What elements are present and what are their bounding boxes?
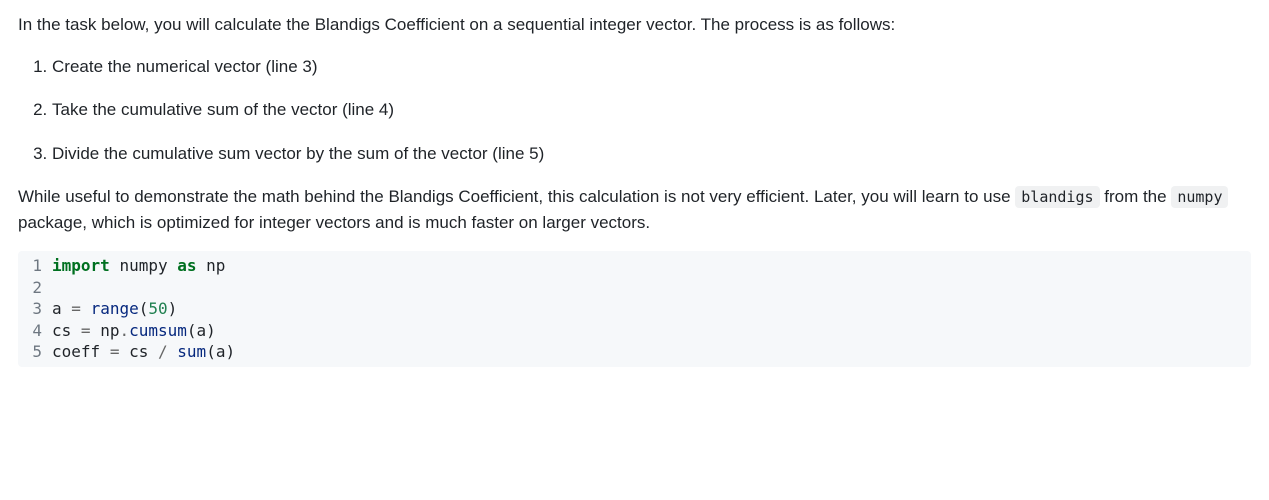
code-token-function: range (91, 298, 139, 320)
code-token-space (168, 341, 178, 363)
line-number: 2 (18, 277, 52, 299)
code-token-paren: ) (225, 341, 235, 363)
step-item: Create the numerical vector (line 3) (52, 54, 1251, 80)
code-token-operator: = (81, 320, 91, 342)
code-token-space (81, 298, 91, 320)
code-token-operator: / (158, 341, 168, 363)
code-token-operator: = (110, 341, 120, 363)
code-token-paren: ) (168, 298, 178, 320)
code-token-space (100, 341, 110, 363)
code-token-space (110, 255, 120, 277)
code-token-name: cs (129, 341, 148, 363)
step-item: Divide the cumulative sum vector by the … (52, 141, 1251, 167)
outro-paragraph: While useful to demonstrate the math beh… (18, 184, 1251, 235)
code-token-function: cumsum (129, 320, 187, 342)
step-item: Take the cumulative sum of the vector (l… (52, 97, 1251, 123)
code-token-space (71, 320, 81, 342)
code-block: 1 import numpy as np 2 3 a = range(50) 4… (18, 251, 1251, 367)
code-token-function: sum (177, 341, 206, 363)
code-token-operator: = (71, 298, 81, 320)
line-number: 5 (18, 341, 52, 363)
code-token-keyword: import (52, 255, 110, 277)
code-token-name: numpy (119, 255, 167, 277)
code-token-name: a (197, 320, 207, 342)
line-number: 3 (18, 298, 52, 320)
code-line: 4 cs = np.cumsum(a) (18, 320, 1251, 342)
code-token-space (91, 320, 101, 342)
intro-paragraph: In the task below, you will calculate th… (18, 12, 1251, 38)
outro-text: package, which is optimized for integer … (18, 213, 650, 232)
outro-text: from the (1100, 187, 1172, 206)
document-page: In the task below, you will calculate th… (0, 0, 1269, 385)
code-line: 5 coeff = cs / sum(a) (18, 341, 1251, 363)
inline-code-numpy: numpy (1171, 186, 1228, 208)
outro-text: While useful to demonstrate the math beh… (18, 187, 1015, 206)
code-token-name: cs (52, 320, 71, 342)
line-number: 1 (18, 255, 52, 277)
code-token-paren: ( (187, 320, 197, 342)
code-token-name: np (206, 255, 225, 277)
code-token-number: 50 (148, 298, 167, 320)
code-token-space (119, 341, 129, 363)
code-token-space (197, 255, 207, 277)
code-token-paren: ( (206, 341, 216, 363)
code-token-space (168, 255, 178, 277)
inline-code-blandigs: blandigs (1015, 186, 1099, 208)
code-token-name: a (52, 298, 62, 320)
code-token-name: np (100, 320, 119, 342)
code-token-space (62, 298, 72, 320)
code-line: 1 import numpy as np (18, 255, 1251, 277)
code-token-space (148, 341, 158, 363)
code-line: 2 (18, 277, 1251, 299)
steps-list: Create the numerical vector (line 3) Tak… (18, 54, 1251, 167)
code-token-paren: ) (206, 320, 216, 342)
line-number: 4 (18, 320, 52, 342)
code-token-name: a (216, 341, 226, 363)
code-token-paren: ( (139, 298, 149, 320)
code-line: 3 a = range(50) (18, 298, 1251, 320)
code-token-dot: . (119, 320, 129, 342)
code-token-name: coeff (52, 341, 100, 363)
code-token-keyword: as (177, 255, 196, 277)
